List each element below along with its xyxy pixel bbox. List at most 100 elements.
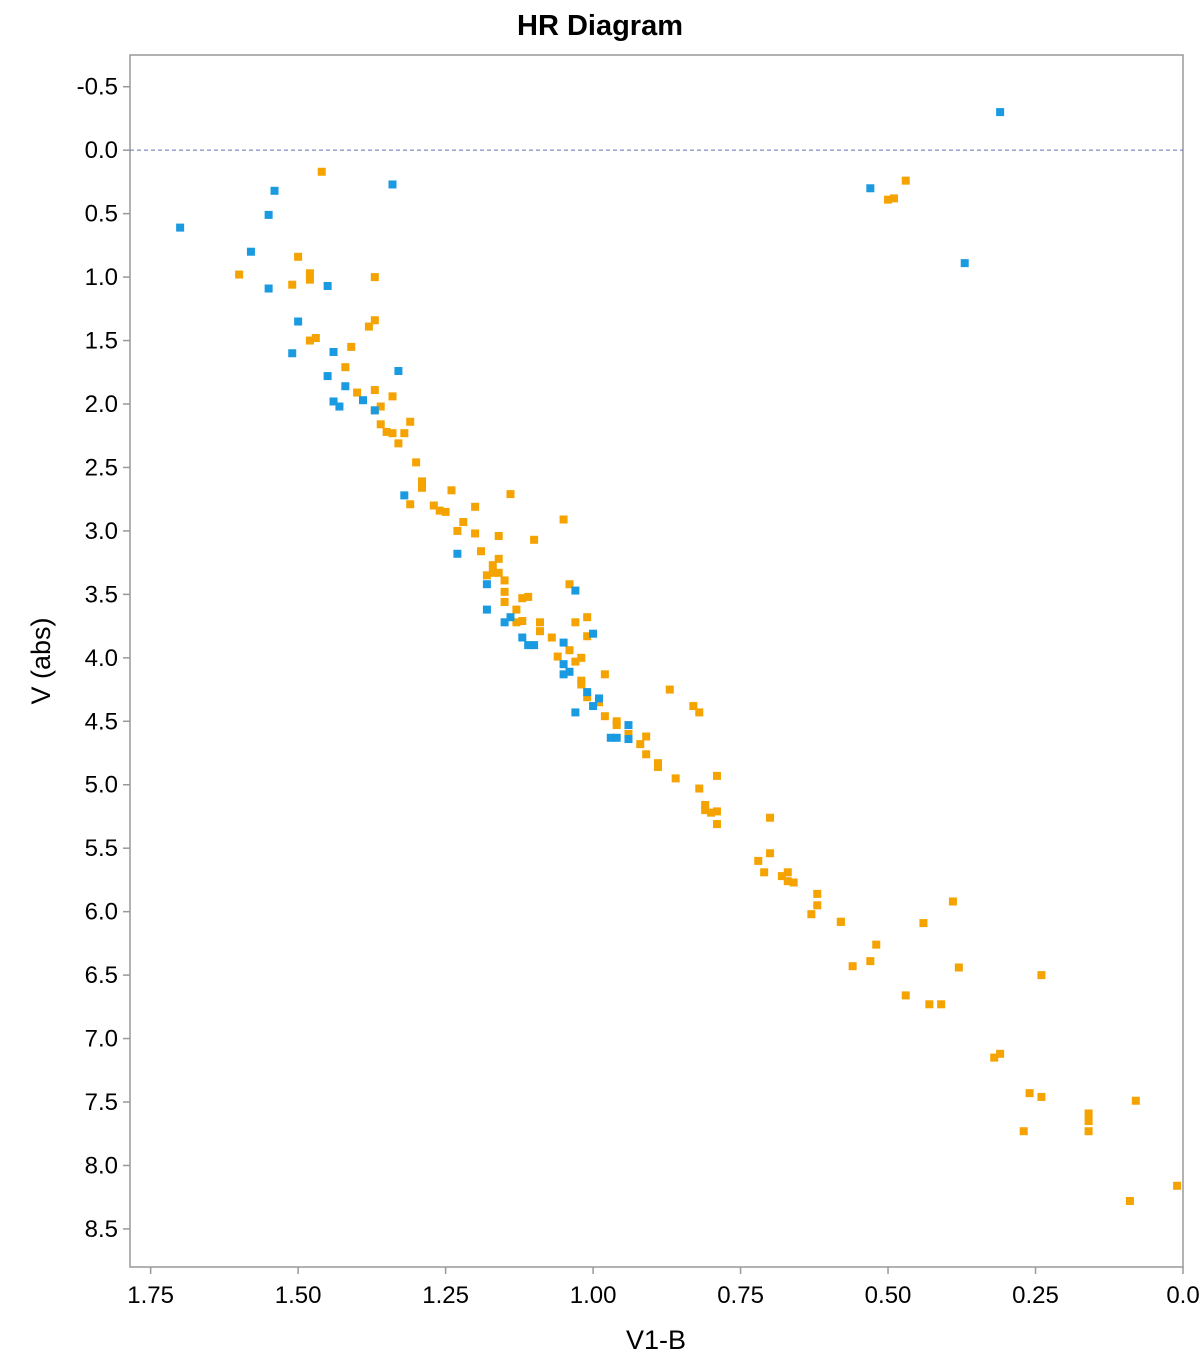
data-point xyxy=(600,670,609,679)
data-point xyxy=(594,694,603,703)
data-point xyxy=(524,592,533,601)
data-point xyxy=(901,991,910,1000)
data-point xyxy=(701,801,710,810)
data-point xyxy=(624,735,633,744)
data-point xyxy=(937,1000,946,1009)
data-point xyxy=(565,580,574,589)
data-point xyxy=(530,535,539,544)
data-point xyxy=(813,889,822,898)
data-point xyxy=(477,547,485,556)
y-tick-label: 8.0 xyxy=(85,1152,118,1179)
data-point xyxy=(872,940,881,949)
y-tick-label: 4.5 xyxy=(85,708,118,735)
data-point xyxy=(482,571,491,580)
data-point xyxy=(323,372,332,381)
data-point xyxy=(836,917,845,926)
data-point xyxy=(512,618,521,627)
data-point xyxy=(636,740,645,749)
y-tick-label: 3.5 xyxy=(85,581,118,608)
data-point xyxy=(600,712,609,721)
x-axis-ticks: 1.75 1.50 1.25 1.00 0.75 0.50 0.25 0.0 xyxy=(127,1267,1200,1309)
data-point xyxy=(388,429,397,438)
data-point xyxy=(370,316,379,325)
data-point xyxy=(512,605,521,614)
y-tick-label: -0.5 xyxy=(77,74,118,101)
data-point xyxy=(612,721,621,730)
x-tick-label: 0.75 xyxy=(717,1282,764,1309)
x-tick-label: 1.75 xyxy=(127,1282,174,1309)
data-point xyxy=(500,576,509,585)
data-point xyxy=(571,657,580,666)
data-point xyxy=(494,554,503,563)
data-point xyxy=(960,259,969,268)
data-point xyxy=(1037,971,1046,980)
x-tick-label: 0.50 xyxy=(865,1282,912,1309)
x-tick-label: 1.00 xyxy=(570,1282,617,1309)
data-point xyxy=(848,962,857,971)
data-point xyxy=(589,702,598,711)
data-point xyxy=(807,910,816,919)
data-point xyxy=(329,397,338,406)
data-point xyxy=(612,733,621,742)
data-point xyxy=(364,322,373,331)
data-point xyxy=(506,490,515,499)
data-point xyxy=(889,194,898,203)
y-tick-label: 2.0 xyxy=(85,391,118,418)
data-point xyxy=(400,429,409,438)
data-point xyxy=(766,849,775,858)
data-point xyxy=(665,685,674,694)
data-point xyxy=(653,762,662,771)
data-point xyxy=(990,1053,999,1062)
data-point xyxy=(418,477,427,486)
data-point xyxy=(518,633,527,642)
data-point xyxy=(317,167,326,176)
data-point xyxy=(518,617,527,626)
data-point xyxy=(866,957,875,966)
data-point xyxy=(370,386,379,395)
data-point xyxy=(901,176,910,185)
data-point xyxy=(288,280,297,289)
data-point xyxy=(1084,1127,1093,1136)
data-point xyxy=(583,613,592,622)
data-point xyxy=(488,561,497,570)
data-point xyxy=(382,427,391,436)
y-tick-label: 3.0 xyxy=(85,518,118,545)
x-tick-label: 0.0 xyxy=(1166,1282,1199,1309)
data-point xyxy=(176,223,185,232)
data-point xyxy=(406,500,415,509)
data-point xyxy=(488,568,497,577)
data-point xyxy=(954,963,963,972)
data-point xyxy=(624,729,633,738)
data-point xyxy=(559,670,568,679)
data-point xyxy=(783,877,792,886)
data-point xyxy=(689,702,698,711)
data-point xyxy=(441,507,450,516)
data-point xyxy=(1131,1096,1140,1105)
data-point xyxy=(559,660,568,669)
data-point xyxy=(783,868,792,877)
data-point xyxy=(884,195,893,204)
y-tick-label: 1.5 xyxy=(85,328,118,355)
data-point xyxy=(294,317,303,326)
y-tick-label: 1.0 xyxy=(85,264,118,291)
data-point xyxy=(359,396,368,405)
data-point xyxy=(323,281,332,290)
x-axis-title: V1-B xyxy=(626,1325,686,1355)
data-point xyxy=(235,270,244,279)
data-point xyxy=(712,820,721,829)
data-point xyxy=(1173,1181,1182,1190)
y-tick-label: 6.5 xyxy=(85,962,118,989)
data-point xyxy=(294,252,303,261)
data-point xyxy=(766,813,775,822)
data-point xyxy=(1025,1089,1034,1098)
data-point xyxy=(429,501,438,510)
data-point xyxy=(535,627,544,636)
data-point xyxy=(925,1000,934,1009)
data-point xyxy=(777,872,786,881)
data-point xyxy=(388,180,397,189)
data-point xyxy=(813,901,822,910)
data-point xyxy=(305,269,314,278)
data-point xyxy=(948,897,957,906)
y-tick-label: 5.5 xyxy=(85,835,118,862)
data-point xyxy=(394,367,403,376)
